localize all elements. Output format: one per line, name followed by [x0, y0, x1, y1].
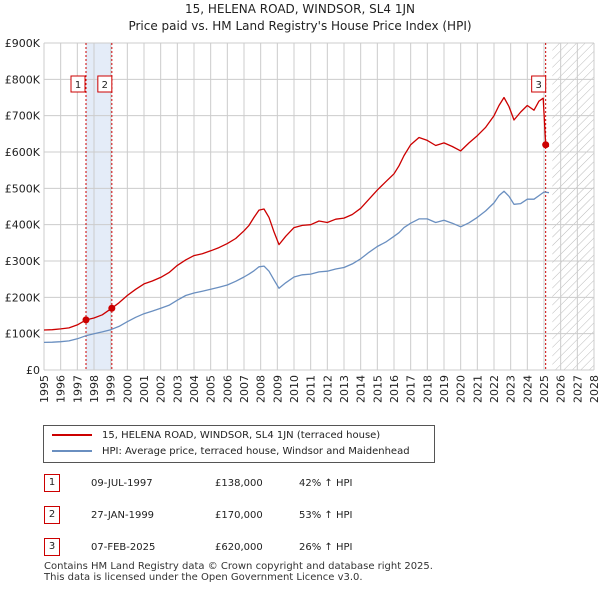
- transaction-hpi-change: 53% ↑ HPI: [299, 510, 353, 521]
- y-tick-label: £600K: [5, 146, 41, 159]
- x-tick-label: 2014: [355, 375, 368, 403]
- footer-copyright: Contains HM Land Registry data © Crown c…: [44, 561, 433, 572]
- x-tick-label: 1995: [38, 375, 51, 403]
- y-tick-label: £700K: [5, 110, 41, 123]
- transaction-row: 3 07-FEB-2025 £620,000 26% ↑ HPI: [44, 538, 444, 556]
- x-tick-label: 2020: [455, 375, 468, 403]
- title-line-2: Price paid vs. HM Land Registry's House …: [128, 19, 472, 33]
- x-tick-label: 2010: [288, 375, 301, 403]
- y-tick-label: £400K: [5, 219, 41, 232]
- x-tick-label: 1997: [71, 375, 84, 403]
- sale-point: [542, 141, 550, 149]
- sale-number-label: 2: [102, 80, 108, 91]
- x-tick-label: 2003: [171, 375, 184, 403]
- sale-number-box: [531, 75, 547, 93]
- x-tick-label: 2002: [155, 375, 168, 403]
- x-tick-label: 2016: [388, 375, 401, 403]
- y-tick-label: £500K: [5, 182, 41, 195]
- transaction-hpi-change: 26% ↑ HPI: [299, 542, 353, 553]
- transaction-number: 2: [44, 506, 60, 524]
- forecast-hatch: [552, 43, 594, 370]
- title-line-1: 15, HELENA ROAD, WINDSOR, SL4 1JN: [185, 2, 415, 16]
- transaction-date: 09-JUL-1997: [91, 478, 153, 489]
- x-tick-label: 1996: [55, 375, 68, 403]
- y-tick-label: £300K: [5, 255, 41, 268]
- x-tick-label: 2006: [221, 375, 234, 403]
- transaction-date: 07-FEB-2025: [91, 542, 156, 553]
- plot-area: [44, 43, 594, 370]
- transaction-price: £620,000: [215, 542, 263, 553]
- legend-label-hpi: HPI: Average price, terraced house, Wind…: [102, 446, 410, 457]
- legend-label-property: 15, HELENA ROAD, WINDSOR, SL4 1JN (terra…: [102, 430, 381, 441]
- transaction-row: 1 09-JUL-1997 £138,000 42% ↑ HPI: [44, 474, 444, 492]
- x-tick-label: 2009: [271, 375, 284, 403]
- transaction-date: 27-JAN-1999: [91, 510, 155, 521]
- sale-point: [82, 316, 90, 324]
- series-group: [44, 96, 550, 344]
- x-tick-label: 1999: [105, 375, 118, 403]
- x-tick-label: 2022: [488, 375, 501, 403]
- x-tick-label: 2028: [588, 375, 600, 403]
- x-tick-label: 2025: [538, 375, 551, 403]
- x-tick-label: 2017: [405, 375, 418, 403]
- legend: 15, HELENA ROAD, WINDSOR, SL4 1JN (terra…: [43, 425, 435, 463]
- price-chart: 1 2 3 £0 £100K £200K £300K £400K £500K £600K £700K…: [5, 37, 600, 403]
- sale-number-box: [97, 75, 113, 93]
- x-tick-label: 2015: [371, 375, 384, 403]
- x-tick-label: 2021: [471, 375, 484, 403]
- x-tick-label: 2000: [121, 375, 134, 403]
- x-tick-label: 2018: [421, 375, 434, 403]
- y-tick-label: £0: [26, 364, 40, 377]
- x-tick-label: 2007: [238, 375, 251, 403]
- transaction-row: 2 27-JAN-1999 £170,000 53% ↑ HPI: [44, 506, 444, 524]
- transaction-number: 1: [44, 474, 60, 492]
- legend-swatch-hpi: [52, 450, 92, 452]
- transaction-price: £138,000: [215, 478, 263, 489]
- x-tick-label: 2019: [438, 375, 451, 403]
- transaction-hpi-change: 42% ↑ HPI: [299, 478, 353, 489]
- transaction-number: 3: [44, 538, 60, 556]
- y-tick-label: £200K: [5, 291, 41, 304]
- legend-swatch-property: [52, 434, 92, 436]
- footer-licence: This data is licensed under the Open Gov…: [44, 572, 363, 583]
- x-tick-label: 2027: [571, 375, 584, 403]
- x-tick-label: 2024: [521, 375, 534, 403]
- sale-number-label: 1: [75, 80, 81, 91]
- y-tick-label: £100K: [5, 328, 41, 341]
- x-tick-label: 2026: [555, 375, 568, 403]
- legend-item-hpi: HPI: Average price, terraced house, Wind…: [52, 444, 410, 460]
- y-tick-label: £800K: [5, 73, 41, 86]
- x-tick-label: 2005: [205, 375, 218, 403]
- sale-number-box: [70, 75, 86, 93]
- x-tick-label: 2013: [338, 375, 351, 403]
- hpi-line: [44, 190, 550, 344]
- x-tick-label: 2004: [188, 375, 201, 403]
- sale-number-label: 3: [535, 80, 541, 91]
- footer: Contains HM Land Registry data © Crown c…: [44, 561, 564, 583]
- sale-point: [108, 304, 116, 312]
- x-tick-label: 2023: [505, 375, 518, 403]
- x-tick-label: 2001: [138, 375, 151, 403]
- x-tick-label: 1998: [88, 375, 101, 403]
- chart-title: 15, HELENA ROAD, WINDSOR, SL4 1JN Price …: [0, 1, 600, 35]
- x-tick-label: 2012: [321, 375, 334, 403]
- property-price-line: [44, 96, 550, 331]
- legend-item-property: 15, HELENA ROAD, WINDSOR, SL4 1JN (terra…: [52, 428, 380, 444]
- x-tick-label: 2011: [305, 375, 318, 403]
- y-tick-label: £900K: [5, 37, 41, 50]
- x-tick-label: 2008: [255, 375, 268, 403]
- transaction-price: £170,000: [215, 510, 263, 521]
